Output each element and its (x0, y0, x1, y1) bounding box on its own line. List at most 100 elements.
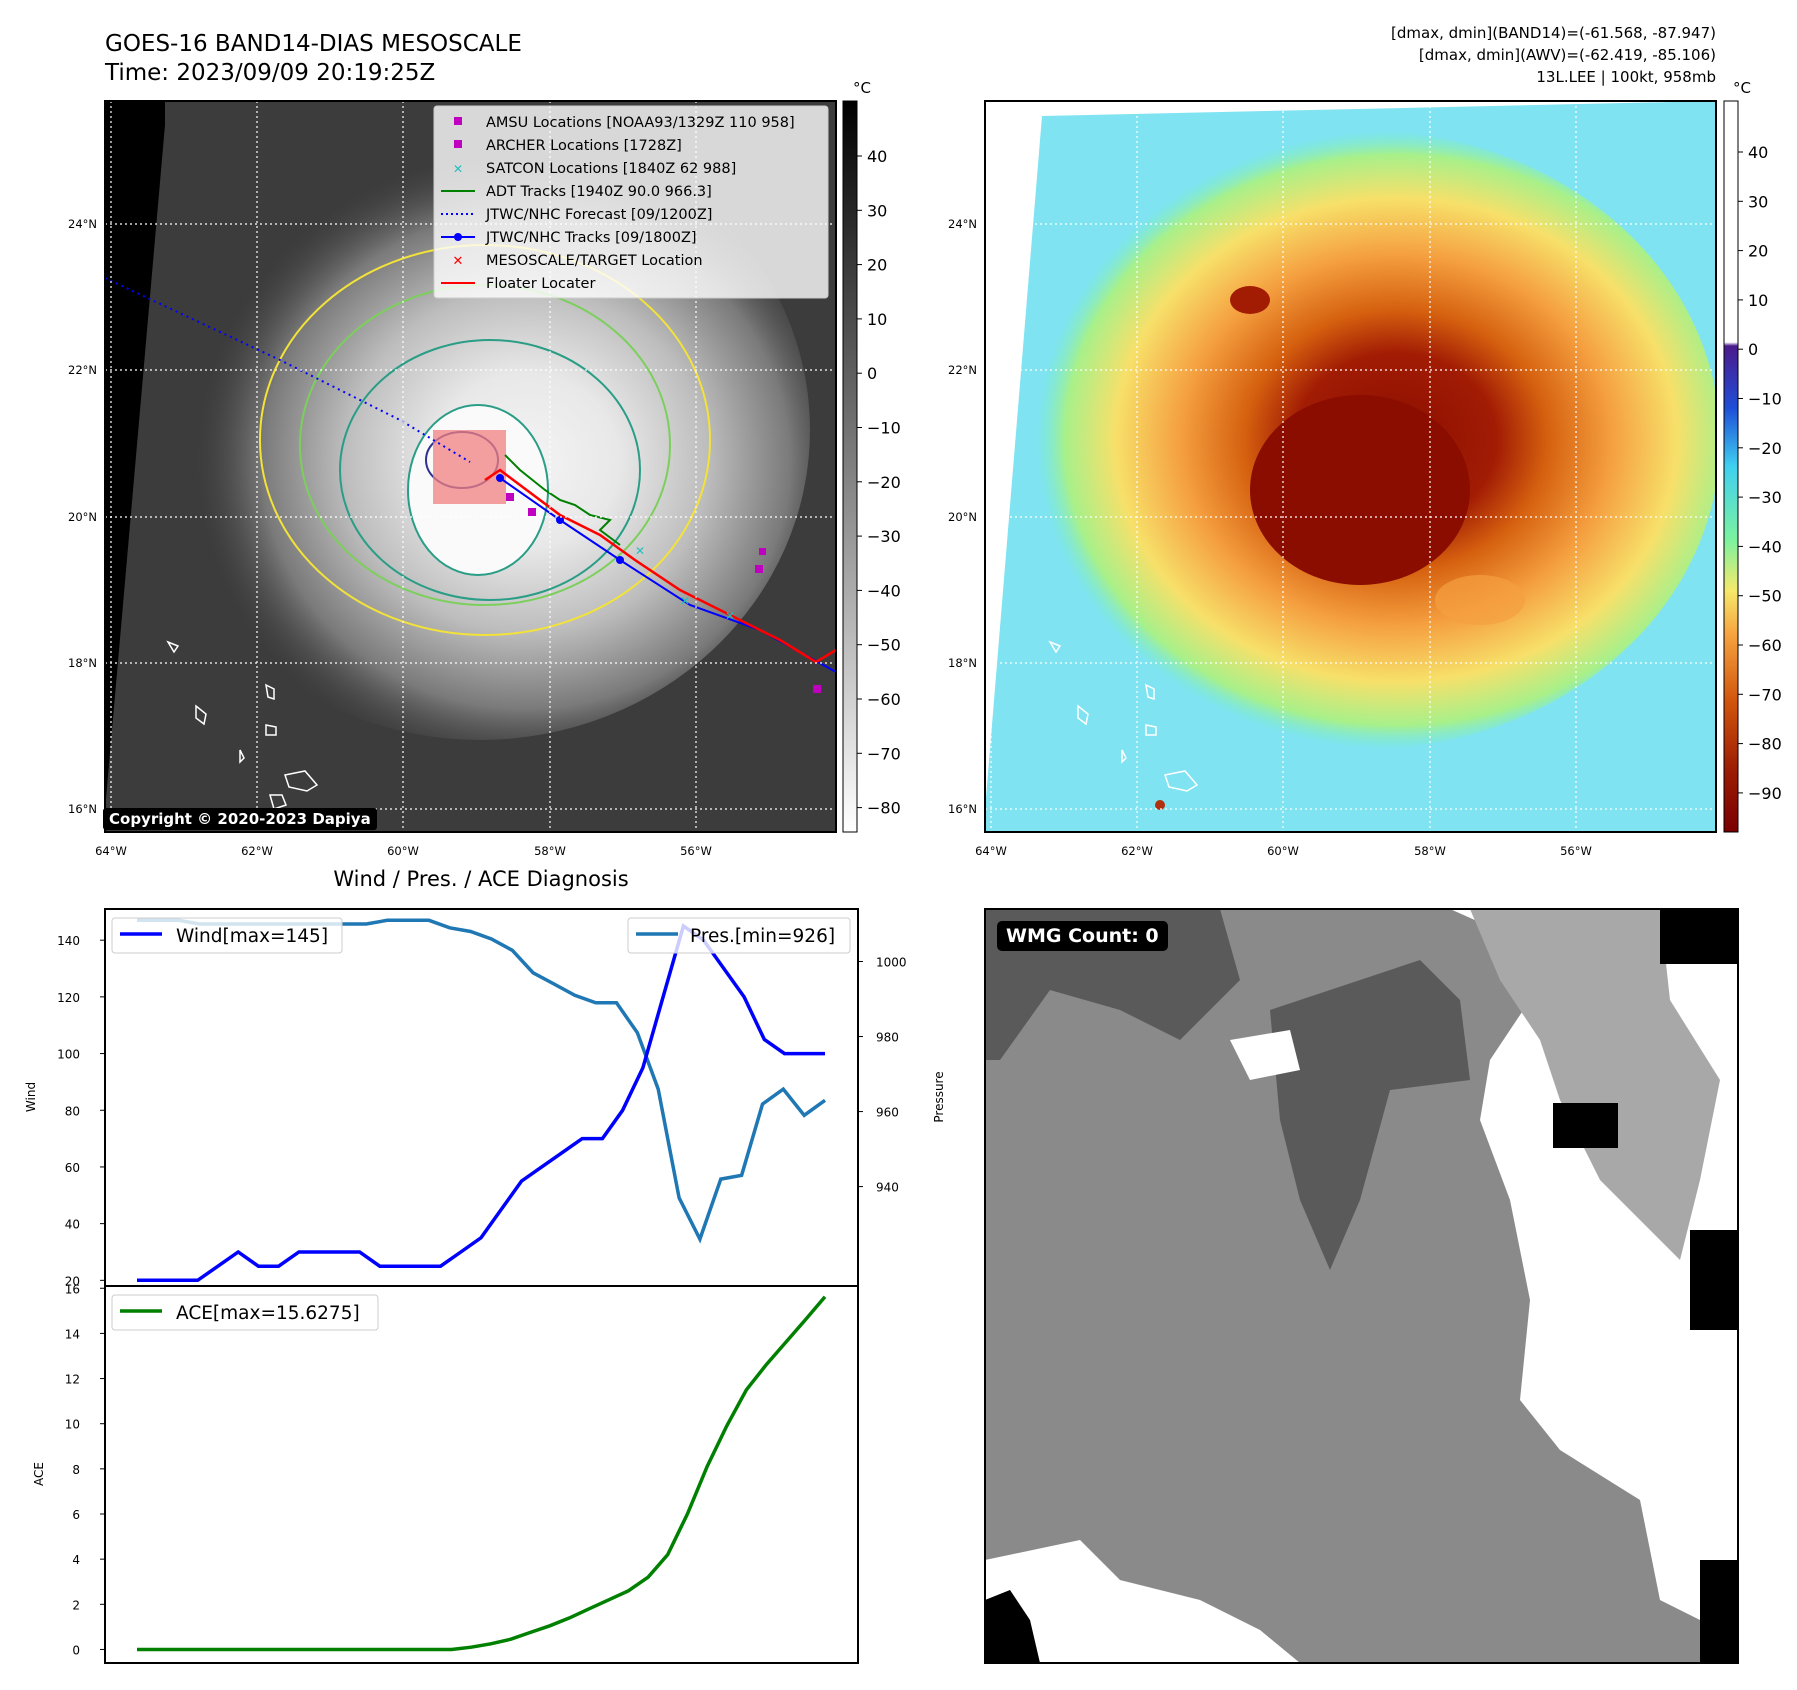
ace-tick-label: 8 (72, 1463, 80, 1477)
legend-label: AMSU Locations [NOAA93/1329Z 110 958] (486, 115, 795, 131)
wind-pressure-axes-frame (104, 908, 859, 1287)
wind-legend-box (111, 917, 343, 954)
legend-marker-dot (454, 233, 462, 241)
stats-awv: [dmax, dmin](AWV)=(-62.419, -85.106) (1419, 46, 1716, 64)
colorbar-tick-label: −50 (867, 636, 901, 655)
ace-tick-label: 10 (65, 1418, 80, 1432)
wind-legend: Wind[max=145] (111, 917, 343, 954)
legend-jtwc: JTWC/NHC Tracks [09/1800Z] (441, 230, 697, 246)
ace-axis-label: ACE (32, 1462, 46, 1486)
legend-floater: Floater Locater (441, 276, 595, 292)
pressure-legend-box (627, 917, 851, 954)
colorbar-tick-label: 40 (1748, 143, 1768, 162)
colorbar-tick-label: 20 (1748, 242, 1768, 261)
floater-track (484, 468, 836, 664)
legend-label: Floater Locater (486, 276, 595, 292)
colorbar-tick-label: −10 (867, 419, 901, 438)
satcon-marker: ✕ (680, 594, 690, 608)
wmg-black-cell (1553, 1103, 1618, 1148)
ace-tick-label: 12 (65, 1373, 80, 1387)
island-outlines (166, 640, 319, 810)
wind-pressure-chart: 140 120 100 80 60 40 20 1000 980 960 940 Wind Pres… (24, 908, 946, 1288)
figure-time: Time: 2023/09/09 20:19:25Z (104, 60, 435, 86)
right-map-hotspot (1155, 800, 1165, 810)
lon-label: 60°W (1267, 844, 1299, 858)
legend-marker-square (454, 140, 462, 148)
lat-label: 20°N (68, 510, 97, 524)
lon-label: 64°W (975, 844, 1007, 858)
right-lon-labels: 64°W 62°W 60°W 58°W 56°W (975, 844, 1592, 858)
colorbar-tick-label: −80 (1748, 735, 1782, 754)
colorbar-tick-label: −60 (1748, 636, 1782, 655)
pressure-tick-label: 940 (876, 1181, 899, 1195)
colorbar-tick-label: 30 (1748, 192, 1768, 211)
archer-marker (759, 548, 766, 555)
lon-label: 64°W (95, 844, 127, 858)
colorbar-tick-label: −80 (867, 799, 901, 818)
colorbar-tick-label: −40 (1748, 537, 1782, 556)
lon-label: 62°W (1121, 844, 1153, 858)
wind-tick-label: 80 (65, 1104, 80, 1118)
colorbar-tick-label: 10 (867, 310, 887, 329)
gray-colorbar-unit: °C (853, 79, 871, 97)
adt-track (504, 454, 621, 546)
wind-legend-label: Wind[max=145] (176, 926, 328, 947)
jtwc-point (556, 516, 564, 524)
colorbar-tick-label: 20 (867, 256, 887, 275)
lat-label: 22°N (68, 363, 97, 377)
pressure-legend-label: Pres.[min=926] (690, 926, 835, 947)
gray-colorbar: °C 40 30 20 10 0 −10 −20 −30 −40 −50 −60 −70 −80 (842, 79, 901, 833)
legend-box (433, 105, 829, 299)
left-lon-labels: 64°W 62°W 60°W 58°W 56°W (95, 844, 712, 858)
lat-label: 16°N (68, 802, 97, 816)
forecast-track (105, 277, 471, 463)
pressure-legend: Pres.[min=926] (627, 917, 851, 954)
wind-tick-label: 100 (57, 1048, 80, 1062)
amsu-marker (506, 493, 514, 501)
amsu-marker (528, 508, 536, 516)
colorbar-tick-label: −60 (867, 690, 901, 709)
ace-legend-label: ACE[max=15.6275] (176, 1303, 360, 1324)
lat-label: 16°N (948, 802, 977, 816)
colorbar-tick-label: 10 (1748, 291, 1768, 310)
legend-forecast: JTWC/NHC Forecast [09/1200Z] (441, 207, 712, 223)
legend-archer: ARCHER Locations [1728Z] (454, 138, 682, 154)
ace-legend-box (111, 1294, 379, 1331)
pressure-axis-label: Pressure (932, 1071, 946, 1122)
colorbar-tick-label: 30 (867, 201, 887, 220)
ace-plot: 16 14 12 10 8 6 4 2 0 (65, 1282, 827, 1657)
lat-label: 18°N (948, 656, 977, 670)
legend-target: ✕ MESOSCALE/TARGET Location (453, 253, 703, 269)
color-colorbar-ramp (1723, 100, 1739, 833)
right-map-gridlines (985, 101, 1716, 832)
wmg-white-region (985, 1540, 1300, 1663)
colorbar-tick-label: 0 (867, 364, 877, 383)
colorbar-tick-label: −40 (867, 581, 901, 600)
wmg-panel (984, 908, 1739, 1664)
legend-adt: ADT Tracks [1940Z 90.0 966.3] (441, 184, 712, 200)
ace-legend: ACE[max=15.6275] (111, 1294, 379, 1331)
wmg-white-region (1230, 1030, 1300, 1080)
ace-axes-frame (104, 1285, 859, 1664)
left-map-panel: ✕ ✕ ✕ (68, 100, 837, 858)
colorbar-tick-label: 0 (1748, 340, 1758, 359)
lon-label: 56°W (1560, 844, 1592, 858)
archer-marker (813, 685, 821, 693)
legend-marker-square (454, 117, 462, 125)
lon-label: 60°W (387, 844, 419, 858)
ace-tick-label: 14 (65, 1327, 80, 1341)
wmg-count-label: WMG Count: 0 (997, 921, 1168, 951)
legend-label: ARCHER Locations [1728Z] (486, 138, 682, 154)
pressure-tick-label: 1000 (876, 956, 907, 970)
lat-label: 24°N (68, 217, 97, 231)
colorbar-tick-label: −70 (1748, 685, 1782, 704)
wind-tick-label: 40 (65, 1218, 80, 1232)
right-map-rainband (1435, 575, 1525, 625)
ace-tick-label: 4 (72, 1553, 80, 1567)
stats-band14: [dmax, dmin](BAND14)=(-61.568, -87.947) (1391, 24, 1716, 42)
right-map-frame (984, 100, 1717, 833)
legend-label: SATCON Locations [1840Z 62 988] (486, 161, 736, 177)
left-lat-labels: 24°N 22°N 20°N 18°N 16°N (68, 217, 97, 816)
ace-chart: 16 14 12 10 8 6 4 2 0 ACE ACE[max=15.6275] (32, 1282, 859, 1664)
legend-satcon: ✕ SATCON Locations [1840Z 62 988] (453, 161, 736, 177)
